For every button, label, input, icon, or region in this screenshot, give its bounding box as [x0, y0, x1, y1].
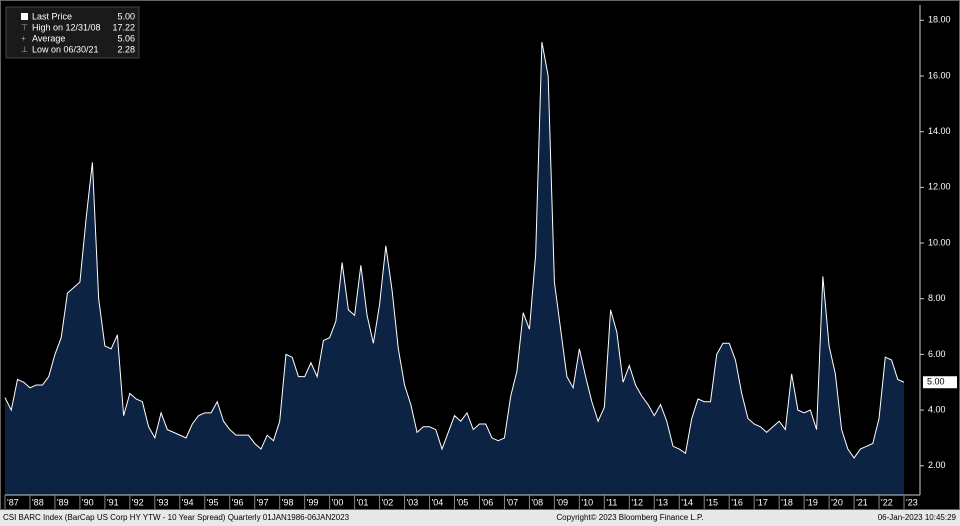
footer-center: Copyright© 2023 Bloomberg Finance L.P.	[556, 513, 703, 522]
x-tick-label: '16	[731, 497, 743, 507]
y-tick-label: 2.00	[928, 460, 946, 470]
x-tick-label: '96	[232, 497, 244, 507]
y-tick-label: 4.00	[928, 404, 946, 414]
x-tick-label: '90	[82, 497, 94, 507]
x-tick-label: '10	[581, 497, 593, 507]
legend-value: 5.00	[117, 11, 135, 21]
x-tick-label: '21	[856, 497, 868, 507]
x-tick-label: '14	[681, 497, 693, 507]
x-tick-label: '99	[307, 497, 319, 507]
legend-icon: +	[21, 34, 26, 43]
legend-label: High on 12/31/08	[32, 22, 101, 32]
x-tick-label: '00	[332, 497, 344, 507]
legend-swatch	[21, 13, 28, 20]
legend-box	[5, 6, 140, 59]
line	[4, 41, 905, 459]
x-tick-label: '13	[656, 497, 668, 507]
legend: Last Price 5.00 ⊤ High on 12/31/08 17.22 + Ave…	[5, 6, 140, 59]
x-tick-label: '19	[806, 497, 818, 507]
x-tick-label: '88	[32, 497, 44, 507]
legend-value: 5.06	[117, 33, 135, 43]
x-tick-label: '15	[706, 497, 718, 507]
footer-left: CSI BARC Index (BarCap US Corp HY YTW - …	[3, 513, 350, 522]
y-tick-label: 14.00	[928, 126, 951, 136]
area	[5, 42, 905, 495]
legend-icon: ⊤	[21, 23, 28, 32]
x-tick-label: '11	[606, 497, 617, 507]
x-tick-label: '94	[182, 497, 194, 507]
legend-label: Last Price	[32, 11, 72, 21]
legend-value: 2.28	[117, 44, 135, 54]
x-tick-label: '08	[531, 497, 543, 507]
x-tick-label: '23	[906, 497, 918, 507]
y-tick-label: 12.00	[928, 182, 951, 192]
x-tick-label: '03	[407, 497, 419, 507]
y-tick-label: 16.00	[928, 70, 951, 80]
x-tick-label: '97	[257, 497, 269, 507]
x-tick-label: '20	[831, 497, 843, 507]
x-tick-label: '01	[357, 497, 369, 507]
x-tick-label: '95	[207, 497, 219, 507]
x-tick-label: '05	[457, 497, 469, 507]
x-tick-label: '18	[781, 497, 793, 507]
x-tick-label: '06	[481, 497, 493, 507]
legend-label: Average	[32, 33, 65, 43]
last-price-badge	[923, 376, 957, 389]
x-tick-label: '09	[556, 497, 568, 507]
x-tick-label: '91	[107, 497, 119, 507]
y-tick-label: 8.00	[928, 293, 946, 303]
legend-value: 17.22	[112, 22, 135, 32]
legend-icon: ⊥	[21, 45, 28, 54]
x-tick-label: '92	[132, 497, 144, 507]
last-price-label: 5.00	[927, 377, 945, 387]
x-tick-label: '87	[7, 497, 19, 507]
x-tick-label: '12	[631, 497, 643, 507]
plot: 5.00	[4, 41, 957, 495]
y-tick-label: 6.00	[928, 349, 946, 359]
y-tick-label: 10.00	[928, 237, 951, 247]
x-tick-label: '07	[506, 497, 518, 507]
x-tick-label: '04	[432, 497, 444, 507]
x-tick-label: '17	[756, 497, 768, 507]
legend-label: Low on 06/30/21	[32, 44, 99, 54]
footer-right: 06-Jan-2023 10:45:29	[878, 513, 957, 522]
x-tick-label: '22	[881, 497, 893, 507]
x-tick-label: '89	[57, 497, 69, 507]
x-tick-label: '93	[157, 497, 169, 507]
y-tick-label: 18.00	[928, 15, 951, 25]
footer-bar	[0, 510, 960, 526]
x-tick-label: '02	[382, 497, 394, 507]
x-tick-label: '98	[282, 497, 294, 507]
